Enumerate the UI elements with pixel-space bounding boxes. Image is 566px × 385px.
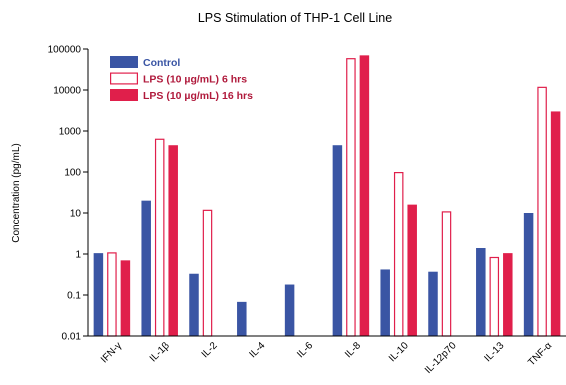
bar	[489, 256, 500, 337]
y-tick-label: 100	[64, 168, 81, 179]
x-category-label: IL-8	[343, 340, 363, 360]
legend-swatch	[110, 56, 138, 68]
y-ticks: 0.01 0.1 1 10 100 1000 10000 100000	[48, 45, 88, 343]
bar	[346, 58, 356, 337]
legend-swatch	[110, 89, 138, 101]
bar	[168, 145, 178, 336]
legend-label: Control	[143, 57, 180, 69]
bar	[523, 213, 534, 336]
x-category-label: IL-10	[387, 340, 411, 364]
bar	[237, 301, 247, 336]
bar	[359, 55, 370, 336]
bar	[284, 284, 295, 336]
x-category-label: IL-2	[200, 340, 220, 360]
y-tick-label: 0.1	[67, 291, 81, 302]
legend-swatch	[109, 72, 138, 85]
y-tick-label: 10	[70, 209, 82, 220]
chart-title: LPS Stimulation of THP-1 Cell Line	[198, 11, 392, 25]
bar	[141, 200, 151, 336]
bar	[537, 86, 547, 337]
x-category-label: IL-4	[247, 340, 267, 360]
y-tick-label: 100000	[48, 45, 82, 56]
x-category-label: IL-1β	[148, 340, 172, 364]
bar	[154, 138, 165, 337]
bar	[428, 271, 438, 336]
x-category-labels: IFN-γ IL-1β IL-2 IL-4 IL-6 IL-8 IL-10 IL-12p70 I…	[99, 340, 554, 376]
y-tick-label: 10000	[53, 86, 81, 97]
bar	[476, 248, 486, 336]
x-category-label: IL-12p70	[423, 340, 459, 376]
bar	[503, 253, 513, 336]
bar	[93, 253, 104, 336]
legend: Control LPS (10 µg/mL) 6 hrs LPS (10 µg/mL…	[109, 56, 253, 102]
bars-layer	[93, 55, 561, 337]
bar	[393, 172, 404, 337]
bar	[120, 260, 131, 336]
bar	[550, 111, 561, 337]
bar	[189, 273, 199, 336]
x-category-label: TNF-α	[526, 340, 554, 368]
legend-label: LPS (10 µg/mL) 16 hrs	[143, 90, 253, 102]
bar	[202, 209, 213, 337]
y-tick-label: 1000	[59, 127, 82, 138]
bar	[332, 145, 343, 336]
legend-label: LPS (10 µg/mL) 6 hrs	[143, 74, 247, 86]
axes-layer	[87, 49, 566, 337]
x-category-label: IL-6	[295, 340, 315, 360]
x-category-label: IL-13	[483, 340, 507, 364]
x-category-label: IFN-γ	[99, 340, 124, 365]
y-tick-label: 1	[75, 250, 81, 261]
bar	[380, 269, 390, 336]
y-axis-label: Concentration (pg/mL)	[11, 143, 22, 243]
bar	[441, 211, 452, 337]
bar	[107, 252, 117, 337]
y-tick-label: 0.01	[62, 332, 82, 343]
bar	[407, 204, 417, 336]
